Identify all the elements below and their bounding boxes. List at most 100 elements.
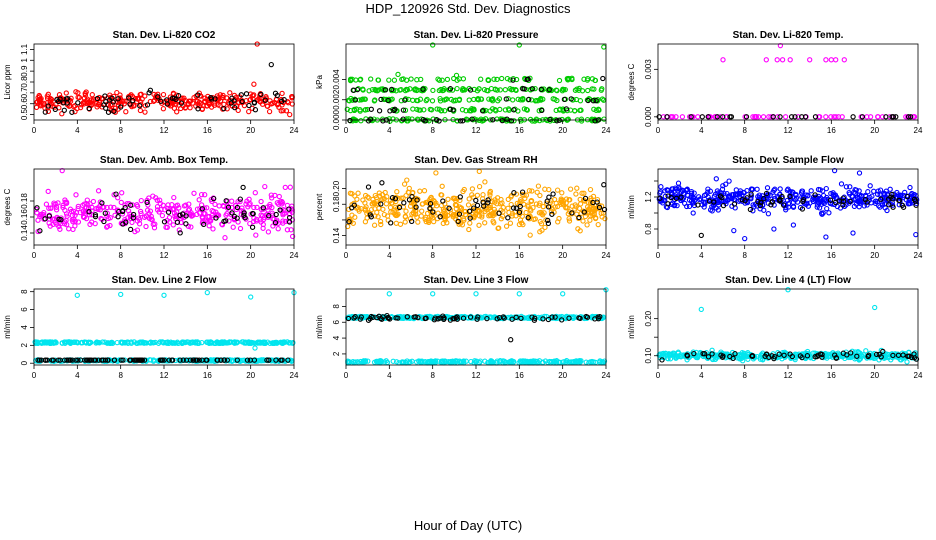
x-tick-label: 24 <box>602 126 611 135</box>
data-point <box>266 213 272 219</box>
data-point <box>807 57 813 63</box>
data-point <box>785 287 791 293</box>
data-point <box>427 208 434 215</box>
data-point <box>691 350 697 357</box>
data-point <box>102 93 108 99</box>
x-axis-label: Hour of Day (UTC) <box>413 518 523 533</box>
data-point <box>787 351 793 357</box>
data-point <box>816 114 822 120</box>
data-point <box>763 190 770 197</box>
data-point <box>102 357 109 363</box>
data-point <box>202 211 208 217</box>
data-point <box>684 203 690 210</box>
data-point <box>204 289 210 296</box>
y-tick-label: 1 <box>20 58 29 63</box>
data-point <box>469 186 476 192</box>
data-point <box>534 189 540 195</box>
data-point <box>724 197 730 204</box>
data-point <box>412 205 418 211</box>
x-tick-label: 8 <box>430 126 435 135</box>
data-point <box>567 197 573 203</box>
data-point <box>479 118 485 124</box>
data-point <box>180 357 186 363</box>
data-point <box>177 212 183 218</box>
data-point <box>170 222 176 228</box>
y-tick-label: 4 <box>20 325 29 330</box>
data-point <box>599 86 605 92</box>
data-point <box>574 185 580 191</box>
data-point <box>765 211 772 217</box>
data-point <box>118 291 124 298</box>
x-tick-label: 16 <box>515 251 524 260</box>
data-point <box>698 306 704 313</box>
data-point <box>268 61 274 68</box>
data-point <box>576 315 582 321</box>
data-point <box>125 340 131 346</box>
data-point <box>170 206 176 213</box>
data-point <box>111 357 118 363</box>
x-tick-label: 12 <box>784 126 793 135</box>
data-point <box>573 96 580 103</box>
data-point <box>120 221 126 227</box>
data-point <box>674 202 680 209</box>
data-point <box>812 192 818 198</box>
data-point <box>59 111 65 117</box>
data-point <box>105 109 112 115</box>
data-point <box>234 204 241 211</box>
x-tick-label: 12 <box>784 371 793 380</box>
y-tick-label: 1.1 <box>20 43 29 55</box>
data-point <box>458 359 465 365</box>
data-point <box>279 90 285 97</box>
data-point <box>533 201 540 207</box>
data-point <box>738 355 744 362</box>
data-point <box>94 95 101 102</box>
data-point <box>911 196 918 203</box>
data-point <box>144 199 150 206</box>
data-point <box>843 184 850 190</box>
data-point <box>427 205 433 212</box>
data-point <box>431 198 437 204</box>
data-point <box>120 98 126 105</box>
data-point <box>389 86 395 93</box>
data-point <box>223 198 229 204</box>
data-point <box>60 204 66 211</box>
data-point <box>788 114 795 120</box>
data-point <box>118 199 124 206</box>
data-point <box>397 221 404 227</box>
data-point <box>564 75 570 82</box>
x-tick-label: 20 <box>558 371 567 380</box>
data-point <box>772 354 778 360</box>
data-point <box>853 187 859 193</box>
data-point <box>45 91 51 97</box>
data-point <box>732 351 738 357</box>
data-point <box>572 87 579 93</box>
data-point <box>537 192 543 199</box>
data-point <box>389 195 396 201</box>
scatter-panel-6: Stan. Dev. Sample Flow ml/min 0 4 8 12 16 20 24 0… <box>627 155 923 260</box>
data-point <box>537 229 543 235</box>
data-point <box>137 103 143 109</box>
data-point <box>680 188 686 194</box>
data-point <box>286 211 293 217</box>
data-point <box>739 197 745 203</box>
data-point <box>465 202 472 208</box>
data-point <box>237 196 243 202</box>
data-point <box>83 89 89 95</box>
data-point <box>136 221 143 227</box>
data-point <box>422 359 428 365</box>
data-point <box>438 86 444 93</box>
data-point <box>433 170 439 176</box>
data-point <box>442 359 449 365</box>
data-point <box>232 339 238 345</box>
data-point <box>393 220 399 226</box>
data-point <box>442 215 448 222</box>
data-point <box>252 345 258 351</box>
data-point <box>532 216 538 222</box>
data-point <box>383 201 390 207</box>
data-point <box>668 201 675 207</box>
data-point <box>251 218 257 225</box>
data-point <box>589 358 595 365</box>
data-point <box>533 116 540 122</box>
data-point <box>358 118 364 124</box>
data-point <box>670 351 676 358</box>
